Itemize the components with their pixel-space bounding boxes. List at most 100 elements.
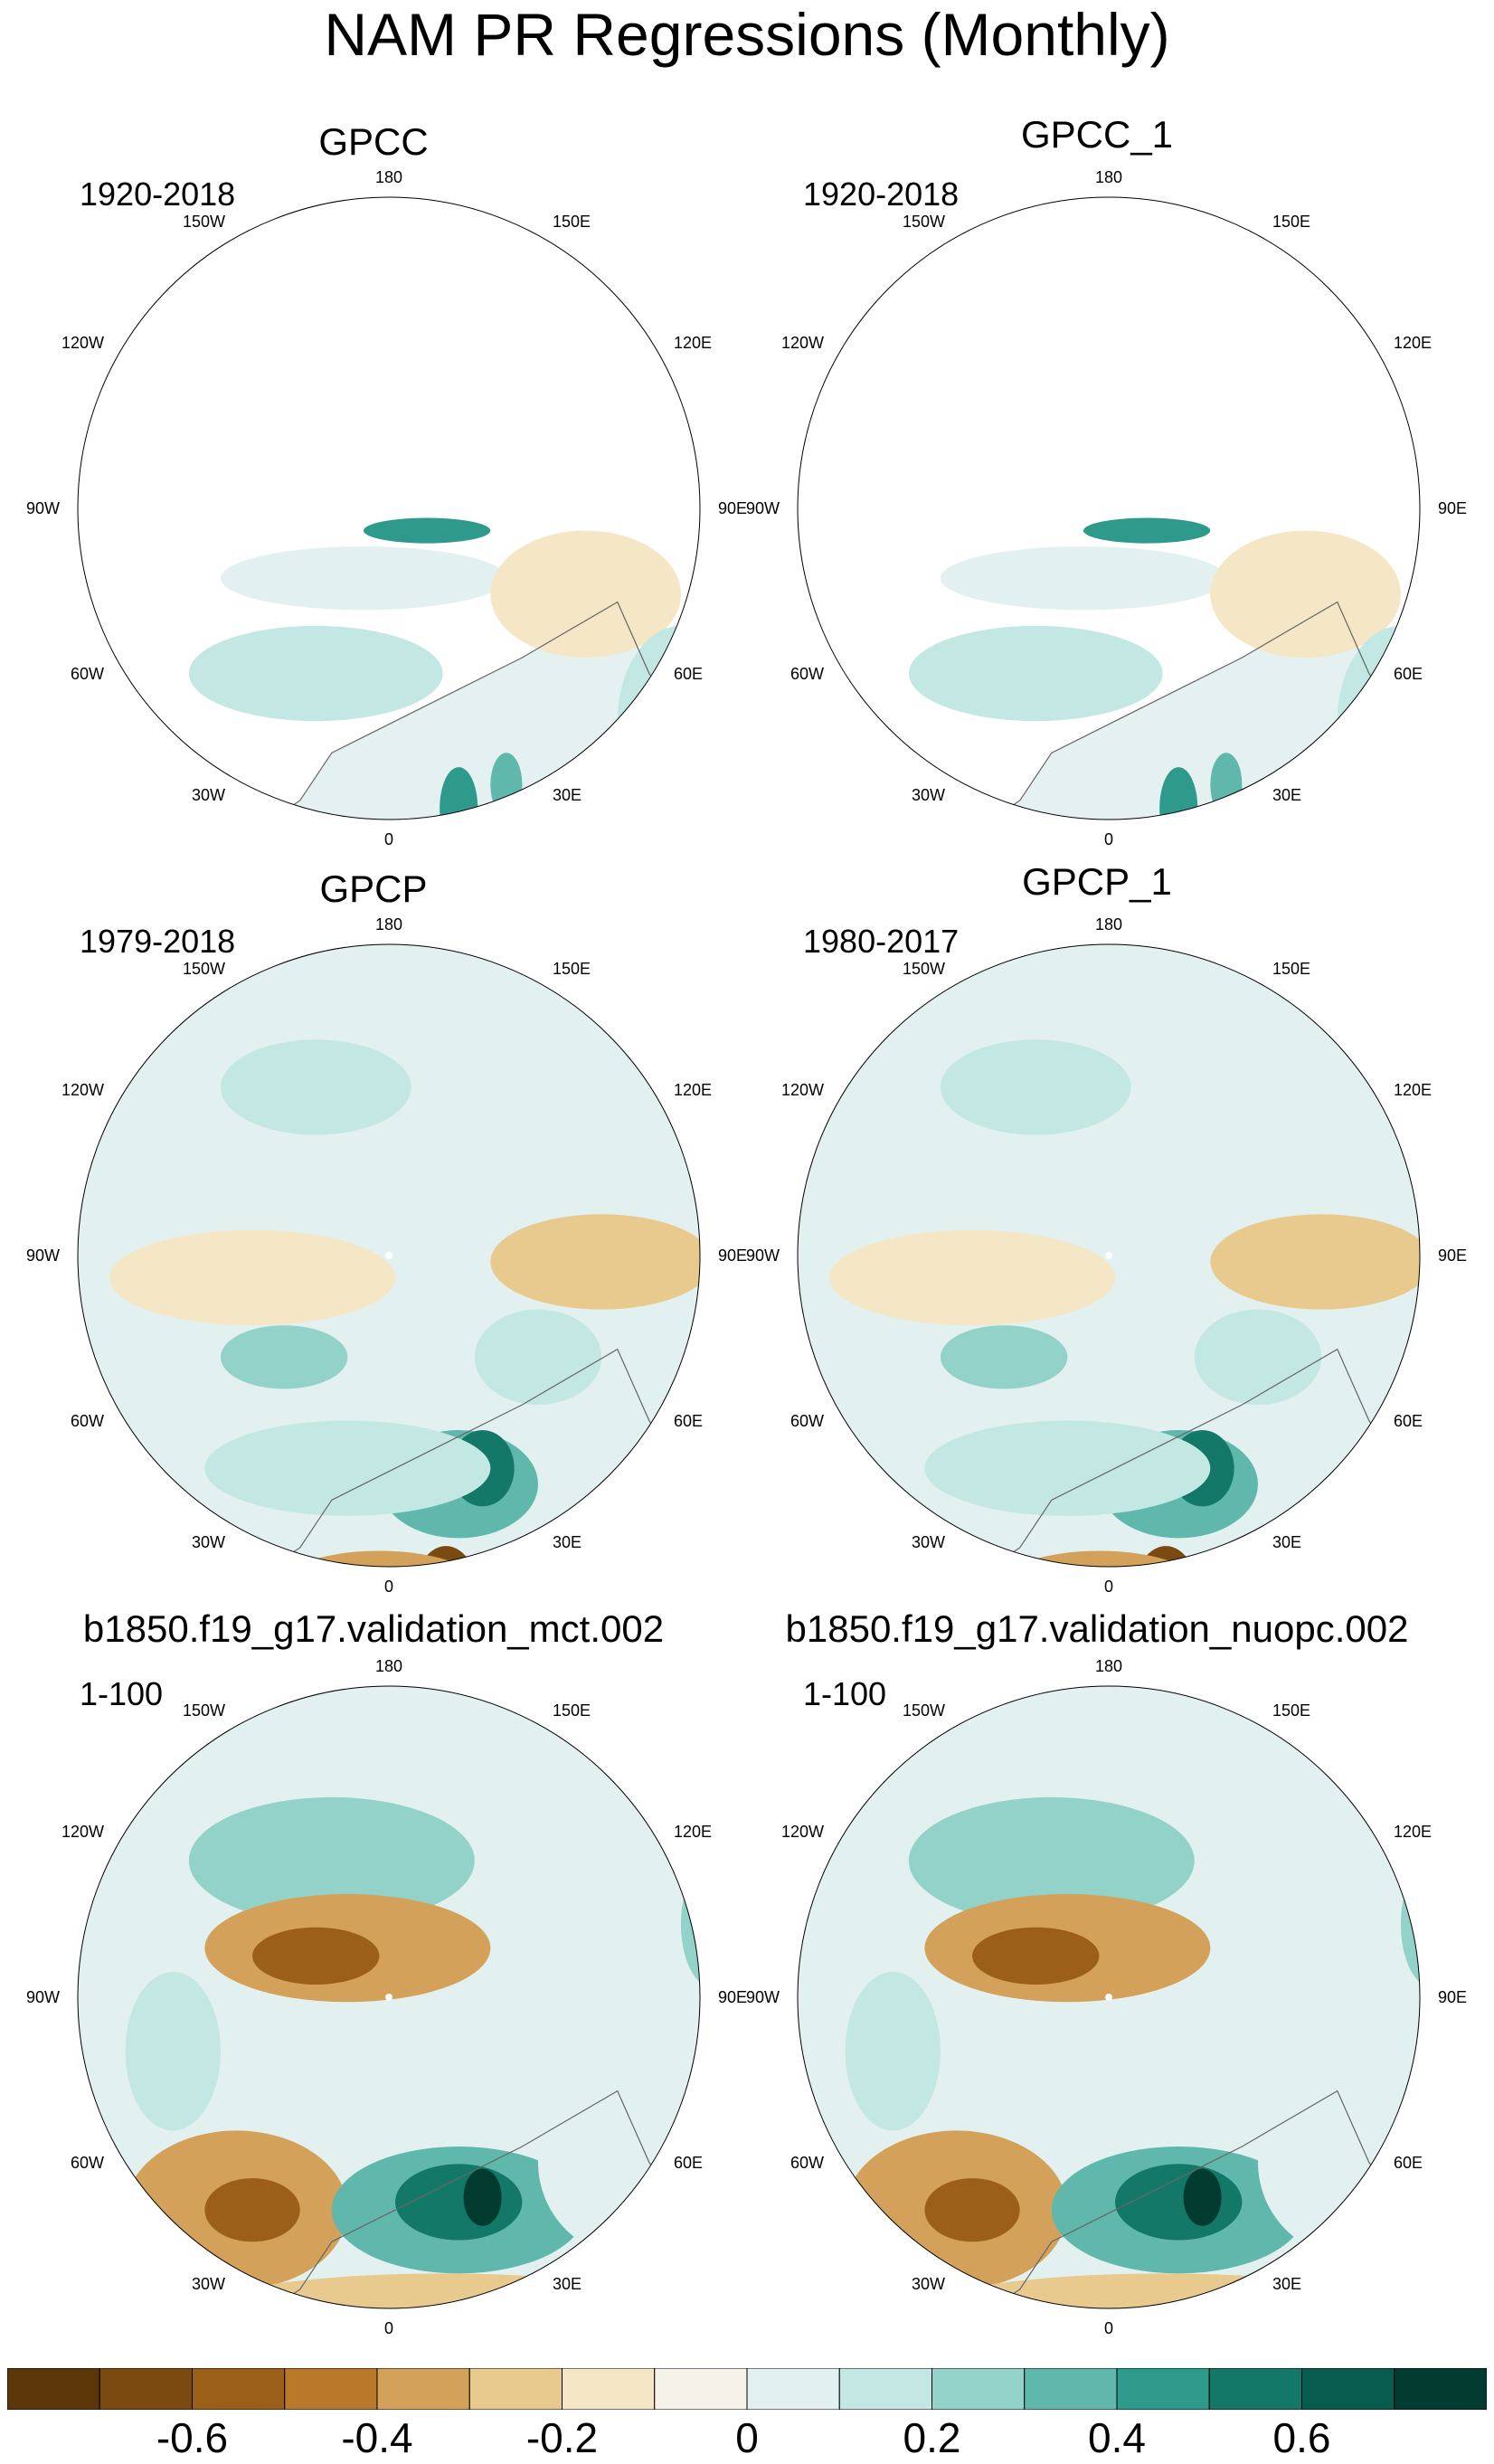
longitude-label: 180 [1095, 168, 1122, 186]
longitude-label: 60E [674, 2154, 703, 2172]
map-boundary [797, 196, 1421, 820]
colorbar-bin [746, 2368, 840, 2410]
colorbar-bin [1024, 2368, 1118, 2410]
field-contour [220, 1039, 411, 1135]
longitude-label: 90W [746, 1246, 780, 1265]
longitude-label: 150W [183, 960, 225, 978]
field-contour [395, 2164, 523, 2241]
longitude-label: 60W [71, 2154, 104, 2172]
colorbar-tick-label: -0.6 [156, 2414, 229, 2461]
longitude-label: 60E [674, 1412, 703, 1430]
longitude-label: 60W [71, 665, 104, 683]
map-panel-validation-nuopc: b1850.f19_g17.validation_nuopc.002 1-100… [723, 1606, 1470, 2355]
longitude-label: 150W [903, 213, 945, 231]
colorbar-bin [99, 2368, 193, 2410]
longitude-label: 150E [1272, 1701, 1310, 1720]
field-contour [109, 1229, 396, 1326]
field-contour [252, 1927, 380, 1985]
longitude-label: 120W [781, 1823, 824, 1841]
colorbar-bin [284, 2368, 378, 2410]
longitude-label: 150W [183, 1701, 225, 1720]
map-panel-gpcp: GPCP 1979-2018 180 150E 120E 90E 60E 30E 0 30W 6… [0, 867, 747, 1616]
field-contour [188, 625, 443, 722]
field-contour [204, 1420, 491, 1516]
longitude-label: 180 [375, 915, 402, 933]
map-panel-gpcc-1: GPCC_1 1920-2018 180 150E 120E 90E 60E 30E 0 30… [723, 112, 1470, 861]
longitude-label: 90E [1438, 1246, 1467, 1265]
field-contour [440, 767, 478, 820]
longitude-label: 30W [192, 1533, 225, 1551]
colorbar-tick-label: 0 [735, 2414, 759, 2461]
longitude-label: 60W [790, 2154, 824, 2172]
longitude-label: 30E [553, 786, 582, 804]
polar-map: 180 150E 120E 90E 60E 30E 0 30W 60W 90W 120W 150W [746, 915, 1467, 1596]
longitude-label: 60E [1394, 1412, 1423, 1430]
colorbar-tick-label: 0.6 [1272, 2414, 1331, 2461]
field-contour [908, 1796, 1195, 1925]
colorbar-bin [1301, 2368, 1395, 2410]
longitude-label: 30W [912, 786, 945, 804]
map-boundary [797, 943, 1421, 1568]
longitude-label: 150E [1272, 960, 1310, 978]
panel-title: b1850.f19_g17.validation_nuopc.002 [785, 1607, 1409, 1650]
longitude-label: 90W [746, 499, 780, 517]
figure-title: NAM PR Regressions (Monthly) [324, 1, 1170, 68]
precip-field [798, 1686, 1420, 2308]
field-contour [972, 1927, 1100, 1985]
colorbar-tick-label: 0.2 [903, 2414, 961, 2461]
field-contour [532, 836, 639, 868]
polar-map: 180 150E 120E 90E 60E 30E 0 30W 60W 90W 120W 150W [26, 1657, 747, 2337]
field-contour [1183, 2168, 1222, 2226]
longitude-label: 120W [781, 1081, 824, 1099]
longitude-label: 120E [1394, 1823, 1432, 1841]
precip-field [78, 1686, 700, 2308]
panel-title: GPCP_1 [1022, 860, 1172, 903]
field-contour [1210, 1214, 1420, 1310]
colorbar-bin [192, 2368, 286, 2410]
field-contour [490, 1214, 700, 1310]
colorbar-bin [654, 2368, 748, 2410]
longitude-label: 0 [1104, 830, 1113, 848]
longitude-label: 30E [1272, 2275, 1301, 2293]
colorbar-bin [468, 2368, 563, 2410]
longitude-label: 0 [384, 830, 393, 848]
field-contour [1178, 1559, 1306, 1567]
panel-period: 1980-2017 [803, 923, 960, 960]
longitude-label: 150E [1272, 213, 1310, 231]
colorbar-bin [1116, 2368, 1210, 2410]
longitude-label: 90E [718, 1246, 747, 1265]
longitude-label: 30E [1272, 786, 1301, 804]
longitude-label: 120W [61, 1823, 104, 1841]
longitude-label: 120W [61, 1081, 104, 1099]
longitude-label: 150E [553, 213, 591, 231]
colorbar-bin [1394, 2368, 1487, 2410]
field-contour [829, 1229, 1116, 1326]
longitude-label: 120E [674, 1081, 712, 1099]
field-contour [443, 842, 570, 868]
longitude-label: 150W [183, 213, 225, 231]
longitude-label: 150E [553, 1701, 591, 1720]
field-contour [204, 2178, 300, 2242]
field-contour [940, 1039, 1131, 1135]
longitude-label: 120E [674, 1823, 712, 1841]
field-contour [188, 1796, 475, 1925]
colorbar-bin [562, 2368, 656, 2410]
field-contour [474, 1309, 602, 1405]
longitude-label: 90E [1438, 1988, 1467, 2006]
colorbar-bin [931, 2368, 1026, 2410]
field-contour [463, 2168, 502, 2226]
longitude-label: 60E [674, 665, 703, 683]
longitude-label: 60W [71, 1412, 104, 1430]
longitude-label: 150E [553, 960, 591, 978]
field-contour [1115, 2164, 1243, 2241]
map-panel-gpcp-1: GPCP_1 1980-2017 180 150E 120E 90E 60E 30E 0 30… [723, 859, 1470, 1608]
panel-title: GPCP [319, 867, 428, 910]
field-contour [1194, 1309, 1322, 1405]
colorbar-bin [838, 2368, 932, 2410]
precip-field [798, 197, 1420, 820]
field-contour [1083, 517, 1211, 544]
polar-map: 180 150E 120E 90E 60E 30E 0 30W 60W 90W 120W 150W [26, 915, 747, 1596]
longitude-label: 90E [718, 1988, 747, 2006]
longitude-label: 90E [718, 499, 747, 517]
field-contour [924, 1420, 1211, 1516]
